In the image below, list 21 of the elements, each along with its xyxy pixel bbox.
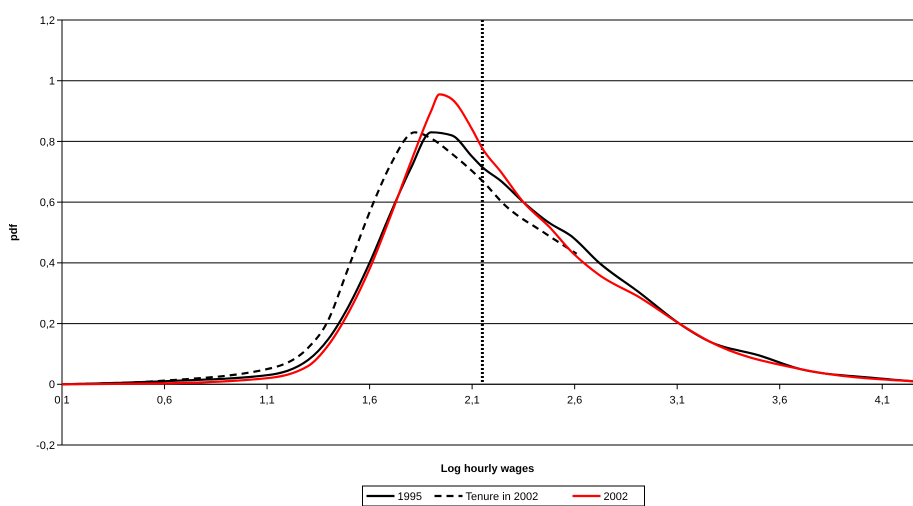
- y-tick-label: 0,8: [40, 136, 55, 148]
- legend-label: 1995: [398, 490, 422, 503]
- y-tick-label: 1,2: [40, 14, 55, 27]
- x-tick-label: 1,6: [362, 394, 378, 406]
- x-tick-label: 3,6: [772, 394, 788, 406]
- x-tick-label: 2,6: [567, 394, 582, 406]
- x-axis-title: Log hourly wages: [440, 463, 534, 475]
- legend-label: 2002: [604, 490, 628, 503]
- y-tick-label: 0: [48, 379, 55, 392]
- x-tick-label: 3,1: [670, 394, 685, 406]
- x-tick-label: 1,1: [259, 394, 275, 406]
- legend-label: Tenure in 2002: [466, 490, 538, 503]
- y-tick-label: -0,2: [36, 440, 55, 452]
- x-tick-label: 2,1: [464, 394, 480, 406]
- y-axis-title: pdf: [8, 224, 20, 242]
- y-tick-label: 1: [48, 76, 55, 88]
- x-tick-label: 0,6: [156, 394, 172, 406]
- y-tick-label: 0,4: [40, 258, 55, 270]
- y-tick-label: 0,2: [40, 318, 55, 330]
- x-tick-label: 4,1: [874, 394, 890, 406]
- y-tick-label: 0,6: [40, 196, 55, 209]
